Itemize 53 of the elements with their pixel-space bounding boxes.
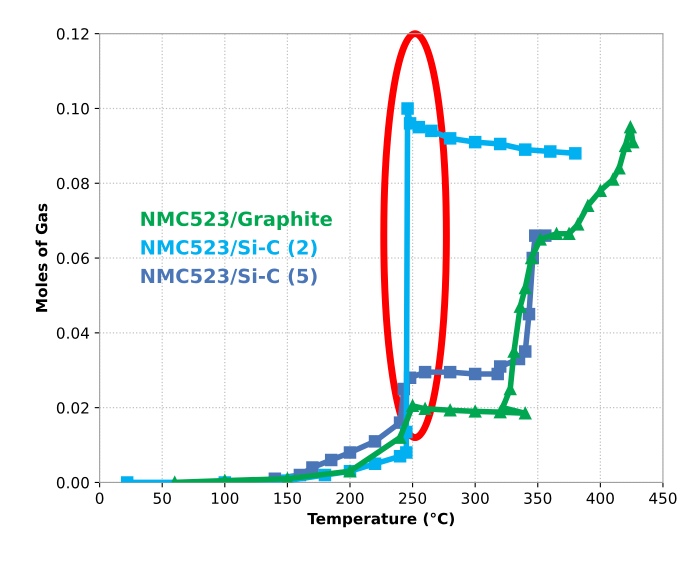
x-tick-label: 50 xyxy=(154,492,171,504)
x-tick-label: 400 xyxy=(586,492,614,504)
y-tick-label: 0.08 xyxy=(56,178,89,190)
y-tick-label: 0.10 xyxy=(56,102,89,114)
y-axis-title: Moles of Gas xyxy=(36,204,48,312)
point xyxy=(344,446,356,459)
point xyxy=(550,228,563,240)
text: NMC523/Si-C (5) xyxy=(141,268,317,286)
point xyxy=(544,145,557,158)
x-tick-label: 100 xyxy=(212,492,238,504)
point xyxy=(468,405,482,418)
point xyxy=(468,136,482,148)
point xyxy=(444,404,456,417)
text: NMC523/Si-C (2) xyxy=(141,240,317,258)
point xyxy=(444,366,456,378)
x-tick-label: 0 xyxy=(96,492,104,504)
point xyxy=(400,446,413,459)
x-tick-label: 250 xyxy=(399,492,426,504)
point xyxy=(519,143,532,156)
point xyxy=(534,233,547,246)
point xyxy=(562,228,576,240)
point xyxy=(494,360,506,373)
point xyxy=(401,102,414,115)
x-tick-label: 150 xyxy=(274,492,301,504)
point xyxy=(522,308,536,320)
x-axis-title: Temperature (°C) xyxy=(307,512,454,528)
point xyxy=(418,366,432,378)
x-tick-label: 450 xyxy=(649,492,677,504)
point xyxy=(519,407,532,420)
point xyxy=(494,138,506,150)
text: NMC523/Graphite xyxy=(141,211,332,230)
point xyxy=(444,132,456,145)
point xyxy=(468,368,482,380)
point xyxy=(368,458,382,470)
y-tick-label: 0.00 xyxy=(56,476,89,488)
point xyxy=(425,124,438,138)
point xyxy=(418,402,432,416)
x-tick-label: 350 xyxy=(524,492,552,504)
point xyxy=(569,147,582,160)
y-tick-label: 0.02 xyxy=(56,402,88,414)
point xyxy=(406,400,419,412)
x-tick-label: 200 xyxy=(336,492,364,504)
point xyxy=(519,345,532,358)
point xyxy=(412,120,426,134)
point xyxy=(368,435,382,448)
x-tick-label: 300 xyxy=(462,492,489,504)
point xyxy=(324,454,338,466)
y-tick-label: 0.04 xyxy=(56,327,90,339)
point xyxy=(306,461,319,474)
point xyxy=(624,120,637,134)
y-tick-label: 0.12 xyxy=(56,28,88,40)
point xyxy=(582,199,594,212)
y-tick-label: 0.06 xyxy=(56,252,89,264)
